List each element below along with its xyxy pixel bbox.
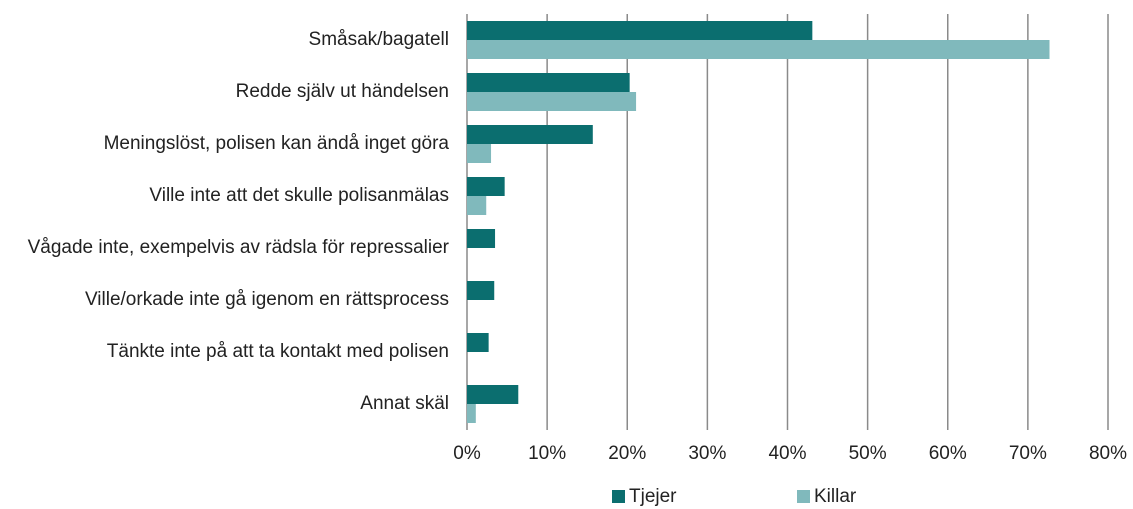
legend-label: Killar (814, 486, 857, 507)
y-tick-label: Ville/orkade inte gå igenom en rättsproc… (85, 289, 449, 310)
bar (467, 196, 487, 215)
y-tick-label: Tänkte inte på att ta kontakt med polise… (107, 341, 449, 362)
bar (467, 404, 476, 423)
x-tick-label: 60% (929, 443, 967, 464)
x-tick-label: 30% (688, 443, 726, 464)
x-tick-label: 20% (608, 443, 646, 464)
bar (467, 385, 519, 404)
legend-swatch (612, 490, 625, 503)
bar (467, 144, 492, 163)
bar (467, 229, 496, 248)
x-tick-label: 80% (1089, 443, 1127, 464)
bar (467, 333, 489, 352)
bar (467, 73, 630, 92)
bar (467, 177, 505, 196)
x-tick-label: 70% (1009, 443, 1047, 464)
legend-swatch (797, 490, 810, 503)
y-tick-label: Redde själv ut händelsen (236, 81, 449, 102)
bar (467, 40, 1050, 59)
x-tick-label: 10% (528, 443, 566, 464)
x-tick-label: 50% (849, 443, 887, 464)
bar (467, 125, 593, 144)
legend-label: Tjejer (629, 486, 677, 507)
y-tick-label: Småsak/bagatell (309, 29, 449, 50)
bar (467, 281, 495, 300)
y-tick-label: Annat skäl (360, 393, 449, 414)
y-tick-label: Ville inte att det skulle polisanmälas (149, 185, 449, 206)
bar (467, 92, 637, 111)
x-tick-label: 40% (768, 443, 806, 464)
y-tick-label: Vågade inte, exempelvis av rädsla för re… (28, 237, 450, 258)
bar (467, 21, 813, 40)
y-tick-label: Meningslöst, polisen kan ändå inget göra (104, 133, 450, 154)
x-tick-label: 0% (453, 443, 481, 464)
